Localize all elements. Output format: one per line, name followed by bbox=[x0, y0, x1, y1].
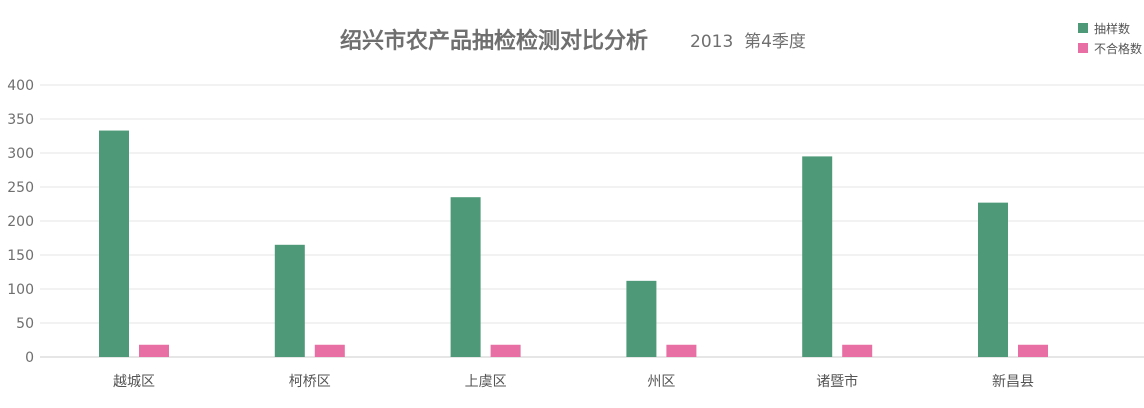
chart-subtitle: 2013 第4季度 bbox=[690, 32, 806, 52]
bar-sample-count bbox=[626, 280, 657, 357]
bar-sample-count bbox=[802, 156, 833, 357]
y-tick-label: 400 bbox=[7, 78, 34, 94]
bar-unqualified-count bbox=[139, 344, 169, 357]
y-tick-label: 300 bbox=[7, 146, 34, 162]
bar-sample-count bbox=[450, 197, 481, 357]
y-tick-label: 100 bbox=[7, 282, 34, 298]
x-category-label: 诸暨市 bbox=[816, 373, 858, 390]
x-category-label: 越城区 bbox=[113, 374, 155, 390]
bar-unqualified-count bbox=[666, 344, 697, 357]
x-axis-labels: 越城区 柯桥区 上虞区 州区 诸暨市 新昌县 bbox=[113, 373, 1034, 390]
bar-sample-count bbox=[978, 202, 1008, 357]
bar-unqualified-count bbox=[842, 344, 873, 357]
y-tick-label: 150 bbox=[7, 248, 34, 264]
x-category-label: 上虞区 bbox=[465, 374, 507, 390]
bar-sample-count bbox=[274, 244, 305, 357]
bars bbox=[99, 130, 1048, 357]
y-tick-label: 50 bbox=[16, 316, 34, 332]
x-category-label: 柯桥区 bbox=[289, 374, 331, 390]
bar-unqualified-count bbox=[314, 344, 345, 357]
y-tick-label: 350 bbox=[7, 112, 34, 128]
x-category-label: 新昌县 bbox=[992, 374, 1034, 390]
y-tick-label: 0 bbox=[25, 350, 34, 366]
x-category-label: 州区 bbox=[647, 374, 675, 390]
bar-unqualified-count bbox=[490, 344, 521, 357]
gridlines bbox=[40, 84, 1144, 358]
chart-title: 绍兴市农产品抽检检测对比分析 bbox=[340, 28, 648, 54]
legend-swatch-series-2 bbox=[1078, 43, 1088, 53]
legend-swatch-series-1 bbox=[1078, 23, 1088, 33]
y-axis-ticks: 0 50 100 150 200 250 300 350 400 bbox=[7, 78, 34, 366]
y-tick-label: 200 bbox=[7, 214, 34, 230]
bar-sample-count bbox=[99, 130, 129, 357]
legend-label-series-1: 抽样数 bbox=[1094, 21, 1130, 36]
y-tick-label: 250 bbox=[7, 180, 34, 196]
legend-label-series-2: 不合格数 bbox=[1094, 41, 1142, 56]
bar-unqualified-count bbox=[1018, 344, 1048, 357]
legend: 抽样数 不合格数 bbox=[1078, 21, 1142, 56]
